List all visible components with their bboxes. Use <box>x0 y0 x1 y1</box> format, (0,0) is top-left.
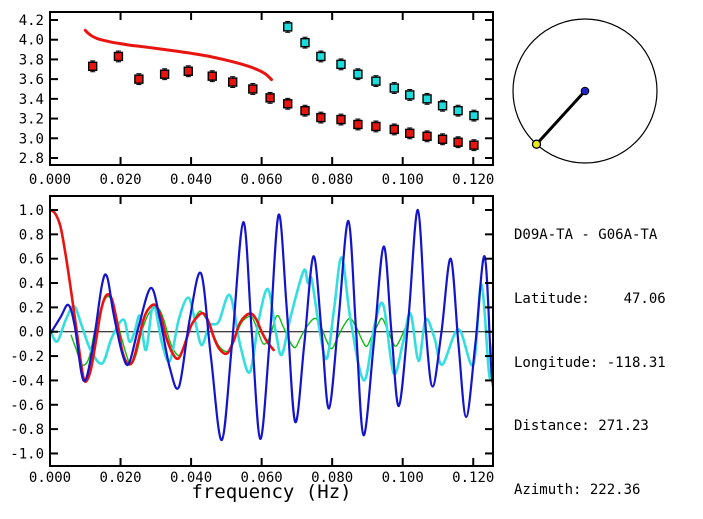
dispersion-red-squares <box>87 50 479 152</box>
x-tick-label: 0.060 <box>241 470 283 486</box>
x-tick-label: 0.000 <box>29 172 71 188</box>
x-tick-label: 0.120 <box>452 172 494 188</box>
square-marker <box>336 59 346 70</box>
x-tick-label: 0.080 <box>311 470 353 486</box>
y-tick-label: 4.2 <box>19 13 44 29</box>
station-dot <box>580 86 590 96</box>
square-marker <box>389 124 399 135</box>
square-marker <box>371 121 381 132</box>
square-marker <box>389 83 399 93</box>
square-marker <box>405 128 415 139</box>
y-tick-label: -0.6 <box>10 398 44 414</box>
square-marker <box>283 99 293 109</box>
square-marker <box>422 131 432 142</box>
y-tick-label: 0.2 <box>19 300 44 316</box>
azimuth-circle <box>512 18 658 164</box>
square-marker <box>248 84 258 94</box>
square-marker <box>300 37 310 48</box>
square-marker <box>316 51 326 62</box>
y-tick-label: 0.8 <box>19 227 44 243</box>
y-tick-label: 3.0 <box>19 131 44 147</box>
x-tick-label: 0.120 <box>452 470 494 486</box>
square-marker <box>353 69 363 79</box>
square-marker <box>113 51 124 62</box>
wave-cyan <box>50 256 493 382</box>
square-marker <box>283 22 293 32</box>
y-tick-label: 3.8 <box>19 52 44 68</box>
distance-line: Distance: 271.23 <box>514 418 649 435</box>
wave-blue <box>50 208 493 442</box>
x-tick-label: 0.020 <box>99 172 141 188</box>
square-marker <box>437 134 448 144</box>
y-tick-label: 1.0 <box>19 203 44 219</box>
station-info-panel: D09A-TA - G06A-TA Latitude: 47.06 Longit… <box>514 183 666 519</box>
y-tick-label: -0.8 <box>10 422 44 438</box>
square-marker <box>453 137 463 147</box>
x-tick-label: 0.060 <box>241 172 283 188</box>
y-tick-label: 3.6 <box>19 72 44 88</box>
square-marker <box>353 119 363 130</box>
y-tick-label: 0.4 <box>19 276 44 292</box>
square-marker <box>437 101 448 111</box>
azimuth-line: Azimuth: 222.36 <box>514 481 641 498</box>
x-tick-label: 0.040 <box>170 172 212 188</box>
station-pair-title: D09A-TA - G06A-TA <box>514 227 658 244</box>
azimuth-line <box>535 89 587 146</box>
square-marker <box>453 105 463 116</box>
square-marker <box>87 61 98 72</box>
dispersion-plot: 0.000 0.020 0.040 0.060 0.080 0.100 0.120 4.2 4.… <box>19 11 494 188</box>
y-tick-label: 3.2 <box>19 112 44 128</box>
dispersion-cyan-squares <box>283 20 479 122</box>
x-tick-label: 0.100 <box>382 172 424 188</box>
square-marker <box>159 69 170 79</box>
y-tick-label: -0.4 <box>10 373 44 389</box>
square-marker <box>265 93 275 103</box>
y-tick-label: 4.0 <box>19 33 44 49</box>
waveform-plot: 0.000 0.020 0.040 0.060 0.080 0.100 0.120 1.0 0.… <box>10 195 494 503</box>
latitude-line: Latitude: 47.06 <box>514 291 666 308</box>
source-dot <box>531 139 542 149</box>
y-tick-label: 0.0 <box>19 325 44 341</box>
x-axis-label: frequency (Hz) <box>191 481 351 503</box>
square-marker <box>183 66 193 76</box>
x-tick-label: 0.080 <box>311 172 353 188</box>
square-marker <box>336 114 346 125</box>
square-marker <box>316 112 326 123</box>
y-tick-label: 3.4 <box>19 92 44 108</box>
square-marker <box>134 74 144 84</box>
azimuth-diagram <box>512 18 658 164</box>
longitude-line: Longitude: -118.31 <box>514 354 666 371</box>
square-marker <box>469 140 479 150</box>
y-tick-label: 2.8 <box>19 151 44 167</box>
y-tick-label: 0.6 <box>19 252 44 268</box>
y-tick-label: -1.0 <box>10 446 44 462</box>
square-marker <box>207 71 217 81</box>
x-tick-label: 0.000 <box>29 470 71 486</box>
x-tick-label: 0.040 <box>170 470 212 486</box>
x-tick-label: 0.100 <box>382 470 424 486</box>
x-tick-label: 0.020 <box>99 470 141 486</box>
square-marker <box>228 77 238 87</box>
y-tick-label: -0.2 <box>10 349 44 365</box>
square-marker <box>300 105 310 116</box>
square-marker <box>422 94 432 104</box>
reference-curve <box>83 28 273 82</box>
plot-frame <box>49 11 494 166</box>
square-marker <box>469 110 479 121</box>
square-marker <box>405 90 415 100</box>
square-marker <box>371 76 381 86</box>
